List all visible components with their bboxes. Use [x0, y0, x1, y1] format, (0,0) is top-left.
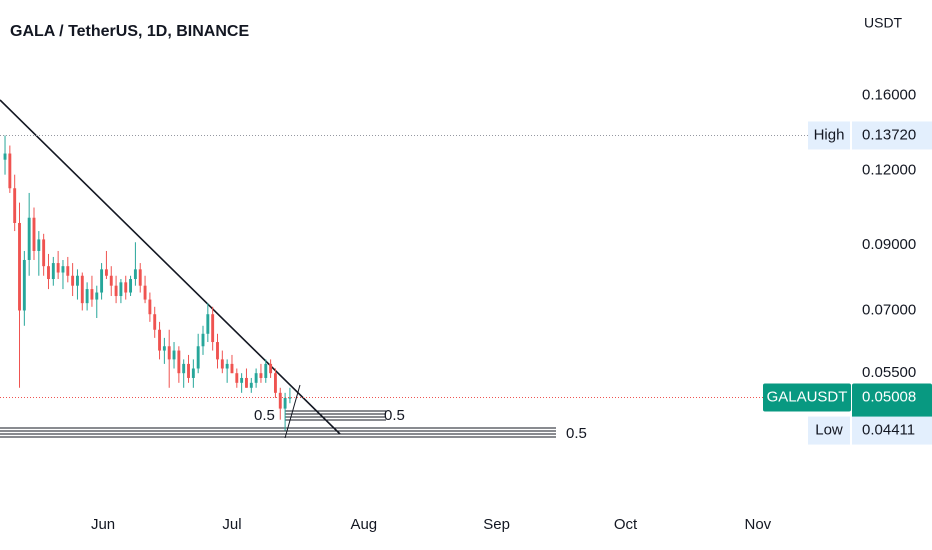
- candle-body: [220, 359, 224, 369]
- candle-body: [27, 217, 31, 260]
- candle-body: [225, 363, 229, 369]
- x-tick-label: Sep: [483, 516, 510, 533]
- annotation: 0.5: [566, 425, 587, 442]
- candle-body: [18, 222, 21, 311]
- candle-body: [283, 397, 287, 409]
- candle-body: [158, 329, 161, 351]
- candle-body: [133, 269, 137, 280]
- candle-body: [269, 363, 273, 374]
- last-value: 0.05008: [862, 389, 916, 406]
- candle-body: [278, 392, 282, 409]
- candle-body: [100, 269, 104, 293]
- y-tick-label: 0.09000: [862, 236, 916, 253]
- low-value-box: [852, 416, 932, 445]
- candle-body: [51, 263, 55, 280]
- candle-body: [85, 289, 89, 304]
- candle-body: [56, 263, 60, 273]
- last-symbol: GALAUSDT: [767, 389, 848, 406]
- high-label-box: [808, 121, 850, 150]
- candle-body: [172, 350, 176, 360]
- candle-body: [95, 292, 99, 300]
- candle-body: [206, 314, 210, 334]
- x-tick-label: Aug: [350, 516, 377, 533]
- candle-body: [66, 266, 70, 276]
- candle-body: [230, 363, 234, 374]
- last-symbol-box: [763, 383, 851, 412]
- candle-body: [264, 363, 268, 378]
- annotation: 0.5: [254, 407, 275, 424]
- annotation: 0.5: [384, 407, 405, 424]
- y-tick-label: 0.12000: [862, 161, 916, 178]
- candle-body: [240, 377, 244, 383]
- trend-line: [0, 99, 341, 435]
- y-tick-label: 0.16000: [862, 86, 916, 103]
- candle-body: [114, 285, 118, 297]
- high-value: 0.13720: [862, 126, 916, 143]
- candle-body: [8, 153, 12, 189]
- candle-body: [61, 266, 65, 273]
- fib-drawing: [0, 384, 556, 439]
- candle-body: [182, 363, 186, 374]
- candle-body: [32, 217, 36, 251]
- candle-body: [80, 275, 84, 304]
- candle-body: [90, 289, 94, 300]
- candle-body: [177, 350, 181, 374]
- candle-body: [245, 377, 248, 388]
- candle-body: [71, 275, 75, 286]
- candle-body: [196, 346, 200, 369]
- candle-body: [259, 373, 263, 378]
- candle-body: [254, 373, 258, 383]
- candle-body: [104, 269, 108, 276]
- y-tick-label: 0.07000: [862, 301, 916, 318]
- candle-body: [109, 275, 113, 286]
- x-tick-label: Nov: [744, 516, 771, 533]
- y-tick-label: 0.05500: [862, 364, 916, 381]
- candle-body: [235, 373, 239, 383]
- candle-body: [3, 153, 7, 160]
- candle-body: [143, 285, 147, 300]
- candle-body: [211, 314, 215, 343]
- candle-body: [216, 342, 219, 360]
- high-value-box: [852, 121, 932, 150]
- low-label: Low: [815, 422, 843, 439]
- candle-body: [162, 346, 166, 351]
- candle-body: [153, 314, 157, 330]
- x-tick-label: Oct: [614, 516, 638, 533]
- x-tick-label: Jun: [91, 516, 115, 533]
- candle-body: [119, 282, 123, 297]
- candle-body: [167, 346, 171, 360]
- candle-body: [288, 397, 292, 399]
- candle-body: [47, 266, 50, 280]
- chart-title: GALA / TetherUS, 1D, BINANCE: [10, 23, 249, 40]
- candle-body: [191, 368, 195, 378]
- candle-body: [37, 239, 41, 251]
- candle-body: [148, 299, 152, 315]
- candle-body: [129, 279, 133, 293]
- low-label-box: [808, 416, 850, 445]
- candle-body: [76, 275, 79, 286]
- x-tick-label: Jul: [222, 516, 241, 533]
- low-value: 0.04411: [862, 422, 915, 439]
- candle-body: [187, 363, 190, 378]
- candle-body: [249, 382, 253, 388]
- candle-body: [138, 269, 142, 286]
- candle-body: [124, 282, 128, 293]
- candle-body: [201, 333, 205, 347]
- currency-label: USDT: [864, 15, 903, 31]
- candle-body: [13, 188, 17, 223]
- high-label: High: [814, 126, 845, 143]
- candle-body: [22, 259, 26, 311]
- candle-body: [273, 373, 277, 393]
- candle-body: [42, 239, 46, 267]
